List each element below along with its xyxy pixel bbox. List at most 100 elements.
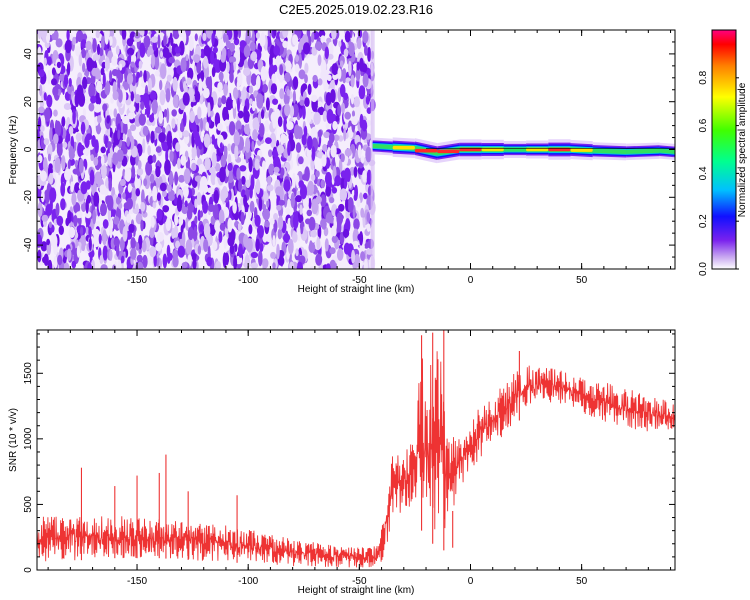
noise-blob — [194, 175, 203, 182]
noise-blob — [140, 219, 144, 232]
noise-blob — [66, 248, 72, 261]
noise-blob — [49, 127, 53, 142]
noise-blob — [218, 71, 224, 82]
noise-blob — [112, 90, 119, 101]
signal-core — [437, 149, 460, 154]
noise-blob — [329, 247, 336, 255]
noise-blob — [111, 69, 119, 77]
spectrogram-ylabel: Frequency (Hz) — [8, 116, 19, 185]
noise-blob — [223, 32, 227, 43]
noise-blob — [181, 231, 186, 246]
noise-blob — [223, 83, 229, 97]
noise-blob — [147, 145, 151, 156]
noise-blob — [228, 56, 237, 64]
colorbar: 0.0 0.2 0.4 0.6 0.8 Normalized spectral ampl… — [698, 29, 748, 276]
noise-blob — [320, 179, 326, 189]
noise-blob — [258, 225, 264, 239]
noise-blob — [323, 69, 329, 81]
noise-blob — [126, 136, 130, 147]
spectrogram-xtick-label: -150 — [127, 275, 147, 286]
noise-blob — [37, 249, 42, 263]
noise-blob — [255, 238, 260, 252]
noise-blob — [88, 226, 92, 239]
noise-blob — [128, 105, 136, 113]
noise-blob — [110, 97, 114, 104]
noise-blob — [143, 178, 148, 187]
noise-blob — [138, 60, 143, 69]
noise-blob — [292, 231, 298, 243]
noise-blob — [353, 166, 358, 178]
noise-blob — [43, 157, 48, 173]
noise-blob — [304, 166, 310, 182]
noise-blob — [194, 198, 198, 209]
noise-blob — [363, 258, 368, 269]
noise-blob — [219, 166, 226, 183]
noise-blob — [243, 110, 251, 123]
noise-blob — [194, 131, 200, 147]
noise-blob — [310, 229, 318, 238]
noise-blob — [166, 184, 172, 192]
noise-blob — [325, 186, 331, 197]
noise-blob — [89, 169, 95, 186]
noise-blob — [302, 105, 306, 120]
noise-blob — [40, 125, 45, 132]
noise-blob — [184, 200, 188, 208]
noise-blob — [40, 170, 47, 182]
noise-blob — [277, 256, 285, 266]
noise-blob — [92, 209, 97, 225]
noise-blob — [337, 67, 342, 80]
noise-blob — [159, 63, 167, 80]
noise-blob — [271, 149, 279, 158]
noise-blob — [95, 30, 100, 39]
noise-blob — [254, 158, 260, 171]
noise-blob — [149, 227, 155, 239]
noise-blob — [63, 262, 70, 269]
noise-blob — [362, 170, 367, 183]
noise-blob — [295, 142, 302, 153]
noise-blob — [182, 111, 187, 127]
snr-xtick-label: 0 — [468, 576, 474, 587]
noise-blob — [106, 195, 114, 211]
spectrogram-ytick-label: 40 — [23, 48, 34, 60]
signal-core — [414, 148, 438, 153]
noise-blob — [68, 226, 76, 239]
noise-blob — [136, 167, 144, 176]
noise-blob — [165, 217, 172, 232]
signal-band — [372, 143, 393, 150]
colorbar-label: Normalized spectral amplitude — [737, 82, 748, 217]
noise-blob — [136, 254, 143, 263]
noise-blob — [269, 132, 277, 148]
noise-blob — [172, 76, 178, 92]
noise-blob — [119, 63, 123, 71]
noise-blob — [107, 152, 112, 166]
noise-blob — [51, 78, 57, 86]
noise-blob — [171, 43, 177, 56]
noise-blob — [336, 248, 344, 261]
noise-blob — [306, 209, 313, 217]
noise-blob — [37, 185, 42, 199]
noise-blob — [329, 197, 335, 204]
noise-blob — [339, 188, 348, 202]
noise-blob — [299, 108, 303, 119]
noise-blob — [85, 226, 89, 236]
noise-blob — [339, 60, 344, 68]
noise-blob — [348, 42, 355, 57]
spectrogram-ytick-label: 0 — [23, 146, 34, 152]
noise-blob — [351, 110, 356, 117]
noise-blob — [102, 229, 107, 246]
noise-blob — [226, 61, 230, 74]
noise-blob — [338, 40, 342, 48]
noise-blob — [186, 208, 193, 220]
noise-blob — [299, 184, 308, 200]
noise-blob — [317, 106, 325, 116]
noise-blob — [230, 61, 234, 78]
noise-blob — [308, 197, 312, 210]
spectrogram-xtick-label: 50 — [576, 275, 588, 286]
noise-blob — [66, 30, 70, 41]
noise-blob — [317, 129, 322, 138]
noise-blob — [120, 186, 123, 194]
noise-blob — [156, 192, 161, 202]
signal-band — [626, 148, 660, 154]
noise-blob — [102, 72, 106, 88]
